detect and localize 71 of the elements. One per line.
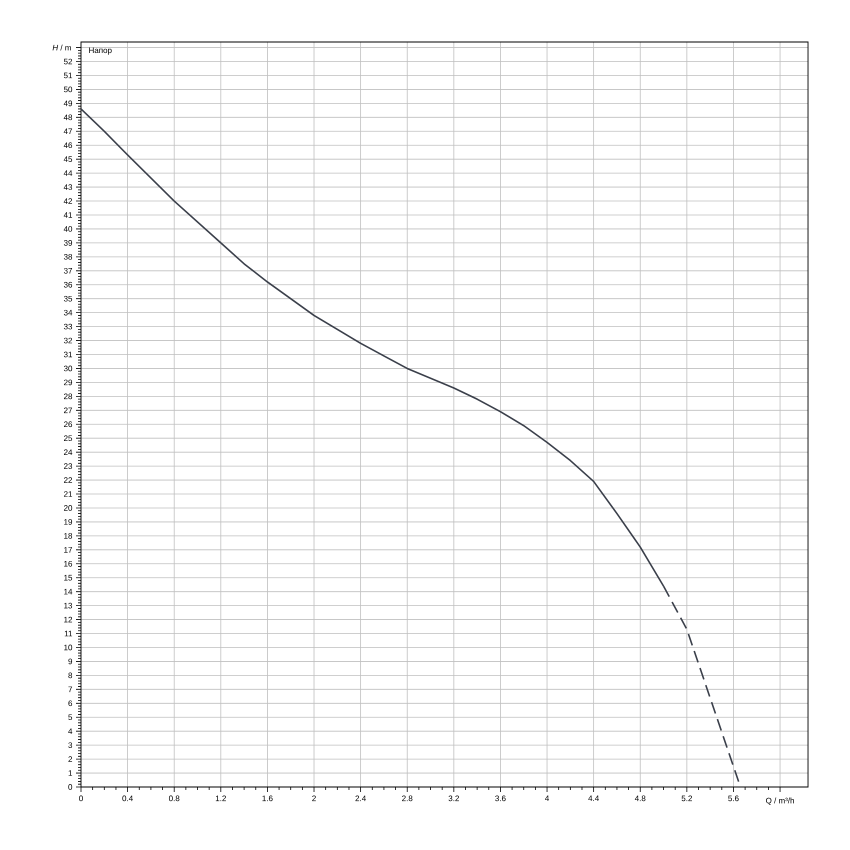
x-tick-label: 3.2 [448,796,459,802]
y-tick-label: 44 [64,170,72,176]
y-tick-label: 17 [64,547,72,553]
y-tick-label: 9 [68,658,72,664]
y-tick-label: 45 [64,156,72,162]
y-tick-label: 6 [68,700,72,706]
x-tick-label: 2.8 [402,796,412,802]
y-tick-label: 12 [64,616,72,622]
y-tick-label: 5 [68,714,72,720]
y-tick-label: 29 [64,380,72,386]
x-axis-title: Q / m³/h [766,798,794,805]
x-tick-label: 1.2 [216,796,226,802]
y-tick-label: 7 [68,686,72,692]
y-tick-label: 48 [64,114,72,120]
y-tick-label: 42 [64,198,72,204]
y-tick-label: 46 [64,142,72,148]
y-tick-label: 16 [64,560,72,567]
x-tick-label: 4 [545,796,550,802]
y-tick-label: 38 [64,254,72,260]
y-tick-label: 35 [64,296,72,302]
y-tick-label: 18 [64,533,72,539]
y-tick-label: 24 [64,449,72,455]
x-tick-label: 0 [79,796,83,802]
y-tick-label: 19 [64,519,72,525]
y-tick-label: 32 [64,338,72,344]
y-tick-label: 28 [64,394,72,400]
y-tick-label: 25 [64,435,72,442]
y-tick-label: 52 [64,58,72,64]
y-tick-label: 37 [64,268,72,274]
x-tick-label: 1.6 [262,796,273,802]
y-tick-label: 49 [64,100,72,106]
y-tick-label: 1 [68,770,72,776]
y-tick-label: 50 [64,86,72,92]
y-tick-label: 39 [64,240,72,246]
y-tick-label: 14 [64,588,72,594]
y-tick-label: 34 [64,310,72,316]
y-tick-label: 8 [68,672,72,678]
x-tick-label: 5.2 [682,796,692,802]
y-tick-label: 21 [64,491,72,497]
y-tick-label: 27 [64,408,72,414]
y-tick-label: 10 [64,644,72,650]
y-tick-label: 15 [64,574,72,581]
y-tick-label: 23 [64,463,72,469]
x-tick-label: 0.4 [122,796,133,802]
y-tick-label: 22 [64,477,72,483]
y-tick-label: 20 [64,505,72,511]
y-axis-title: H / m [52,44,71,51]
y-tick-label: 30 [64,366,72,372]
x-tick-label: 2 [312,796,316,802]
y-tick-label: 43 [64,184,72,190]
y-tick-label: 51 [64,72,72,78]
x-tick-label: 0.8 [168,796,180,802]
x-tick-label: 2.4 [355,796,366,802]
y-tick-label: 11 [64,630,72,636]
y-tick-label: 41 [64,212,72,218]
y-tick-label: 47 [64,128,72,134]
y-tick-label: 4 [68,728,72,734]
y-tick-label: 33 [64,324,72,330]
y-tick-label: 0 [68,784,72,790]
y-tick-label: 2 [68,756,72,762]
x-tick-label: 4.4 [588,796,599,802]
y-tick-label: 40 [64,226,72,232]
x-tick-label: 3.6 [495,796,506,802]
annotation: Напор [89,48,112,55]
y-tick-label: 26 [64,421,72,428]
y-tick-label: 36 [64,282,72,288]
x-tick-label: 5.6 [728,796,739,802]
y-tick-label: 31 [64,352,72,358]
y-tick-label: 3 [68,742,72,748]
x-tick-label: 4.8 [634,796,646,802]
y-tick-label: 13 [64,602,72,608]
